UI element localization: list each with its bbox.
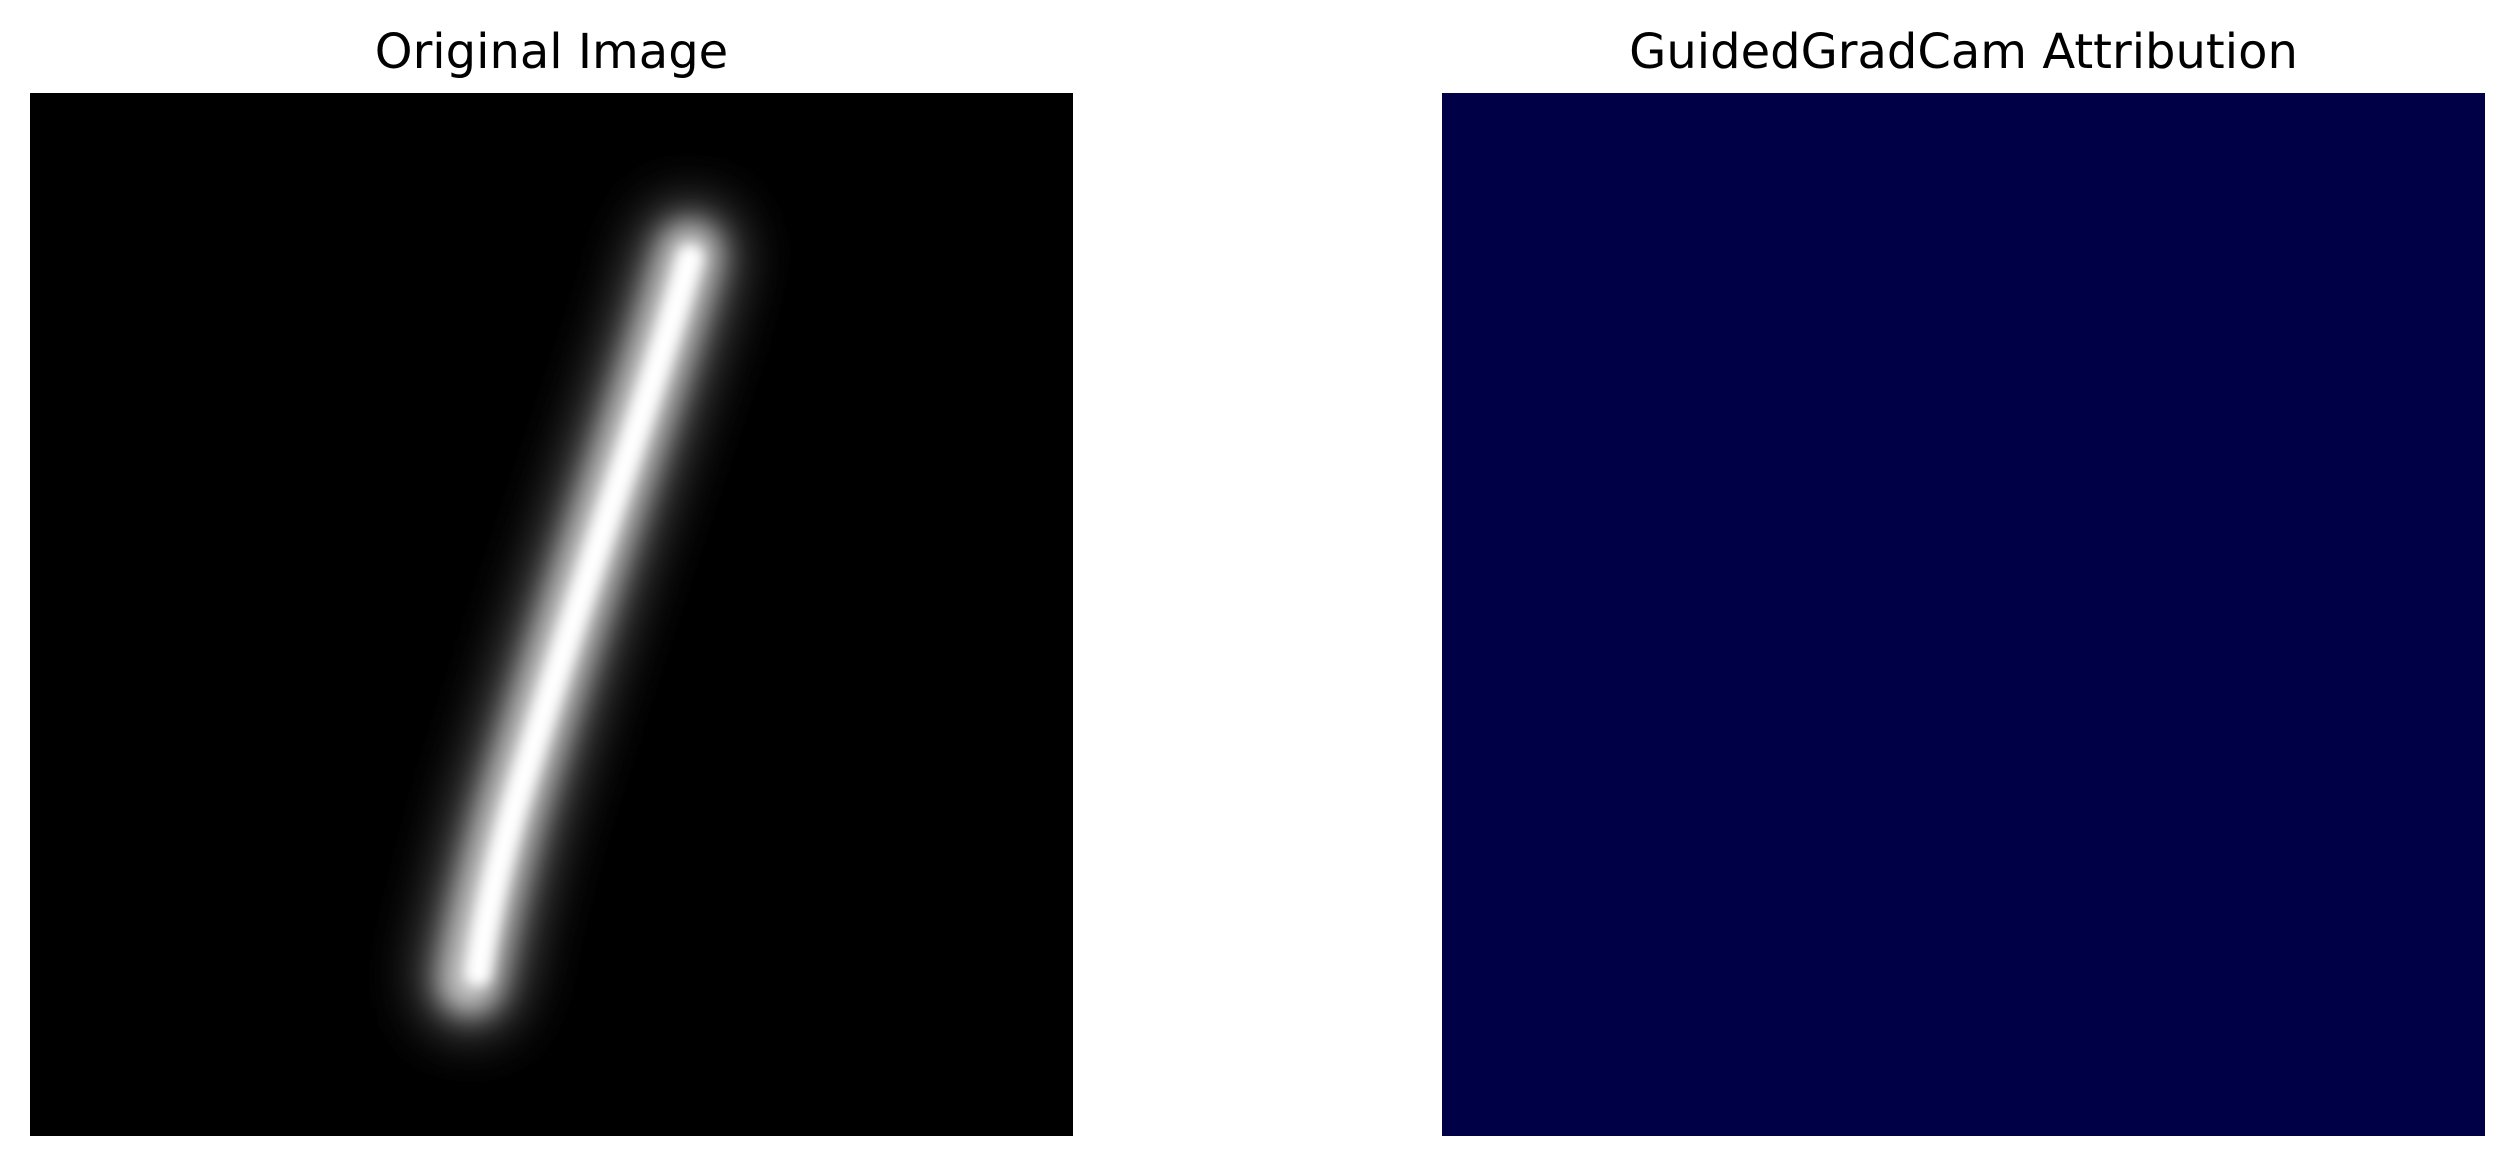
attribution-panel: GuidedGradCam Attribution bbox=[1442, 0, 2485, 1166]
original-image-panel: Original Image bbox=[30, 0, 1073, 1166]
original-digit-image bbox=[30, 93, 1073, 1136]
attribution-title: GuidedGradCam Attribution bbox=[1629, 24, 2298, 80]
attribution-heatmap bbox=[1442, 93, 2485, 1136]
original-image-title: Original Image bbox=[374, 24, 729, 80]
